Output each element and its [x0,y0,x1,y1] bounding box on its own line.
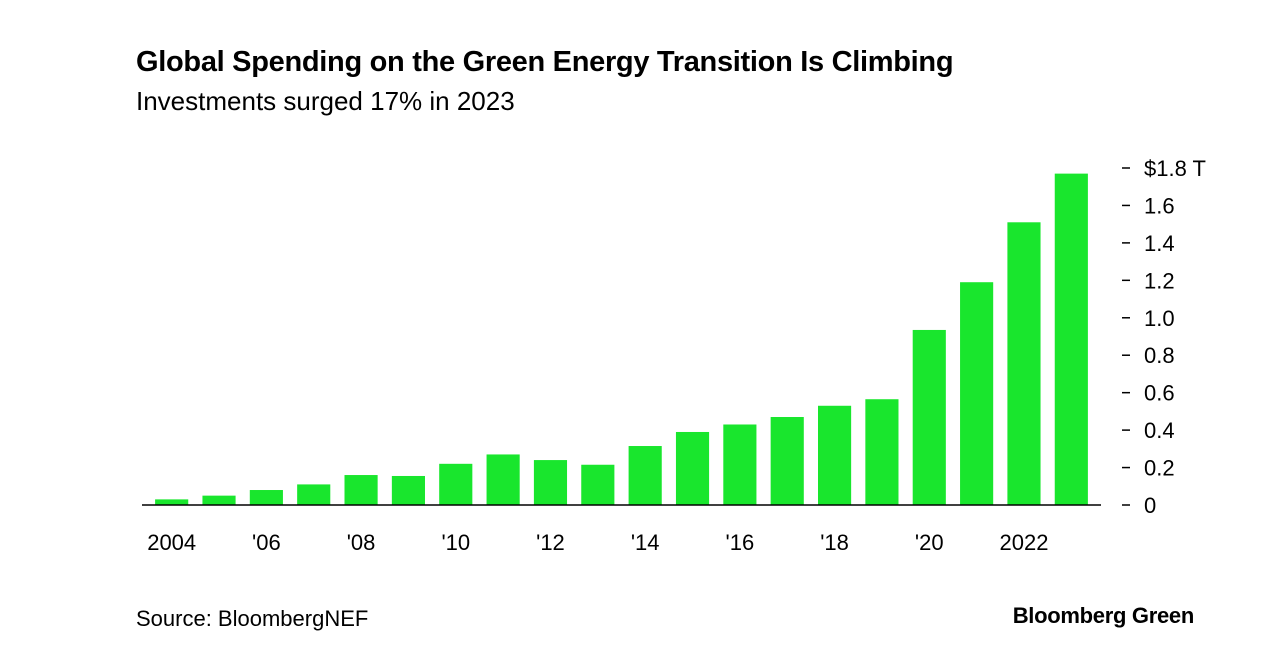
bar-2008 [344,475,378,505]
bar-2009 [391,475,425,505]
y-tick-label-0.2: 0.2 [1144,456,1175,481]
y-axis-ticks: 0 0.2 0.4 0.6 0.8 1.0 1.2 1.4 1.6 $1.8 T [1122,156,1206,518]
bar-2012 [533,460,568,505]
x-tick-label-2016: '16 [726,530,755,555]
y-tick-label-1.2: 1.2 [1144,268,1175,293]
chart-subtitle: Investments surged 17% in 2023 [136,86,515,116]
bar-2018 [818,405,852,505]
y-tick-label-0.8: 0.8 [1144,343,1175,368]
y-tick-label-1.6: 1.6 [1144,193,1175,218]
y-tick-label-1.8: $1.8 T [1144,156,1206,181]
x-axis-ticks: 2004 '06 '08 '10 '12 '14 '16 '18 '20 2022 [147,530,1048,555]
x-tick-label-2012: '12 [536,530,565,555]
x-tick-label-2010: '10 [441,530,470,555]
bar-2023 [1054,173,1088,505]
y-tick-label-1.4: 1.4 [1144,231,1175,256]
bar-2015 [675,431,710,505]
bar-2005 [202,495,236,505]
x-tick-label-2020: '20 [915,530,944,555]
bar-2011 [486,454,520,505]
bars-group [155,173,1088,506]
y-tick-label-0.4: 0.4 [1144,418,1175,443]
y-tick-label-0: 0 [1144,493,1156,518]
bar-2019 [865,399,899,505]
bar-2020 [912,329,946,505]
x-tick-label-2008: '08 [347,530,376,555]
bar-2006 [249,490,283,505]
x-tick-label-2022: 2022 [1000,530,1049,555]
y-tick-label-0.6: 0.6 [1144,381,1175,406]
bar-2010 [439,463,473,505]
x-tick-label-2006: '06 [252,530,281,555]
bar-2017 [770,417,804,505]
chart-title: Global Spending on the Green Energy Tran… [136,46,954,78]
bar-2013 [581,464,615,505]
bar-2021 [960,282,994,505]
bar-2014 [628,446,662,505]
source-note: Source: BloombergNEF [136,606,369,631]
x-tick-label-2018: '18 [820,530,849,555]
brand-logo: Bloomberg Green [1012,603,1195,628]
bar-2007 [297,484,331,505]
x-tick-label-2004: 2004 [147,530,196,555]
bar-2016 [723,424,757,505]
bar-2004 [155,499,189,505]
y-tick-label-1: 1.0 [1144,306,1175,331]
bar-2022 [1007,222,1041,506]
x-tick-label-2014: '14 [631,530,660,555]
